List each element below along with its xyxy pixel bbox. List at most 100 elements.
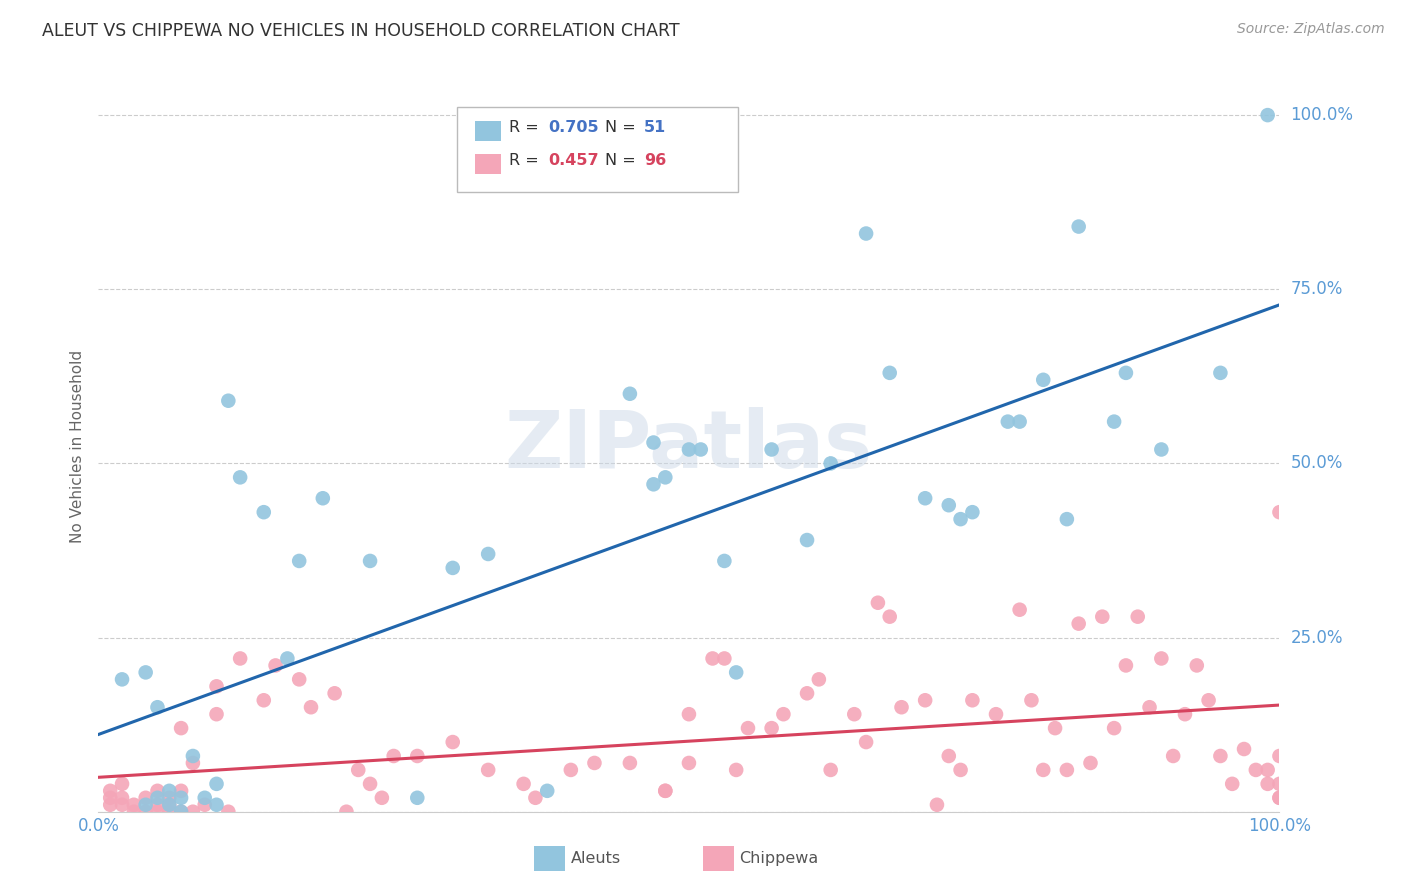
Point	[855, 227, 877, 241]
Point	[1244, 763, 1267, 777]
Point	[962, 693, 984, 707]
Point	[654, 470, 676, 484]
Point	[984, 707, 1007, 722]
Point	[170, 790, 193, 805]
Point	[689, 442, 711, 457]
Point	[288, 554, 311, 568]
Point	[122, 805, 145, 819]
Point	[1102, 415, 1125, 429]
Point	[122, 797, 145, 812]
Point	[643, 435, 665, 450]
Point	[1115, 366, 1137, 380]
Point	[654, 784, 676, 798]
Point	[560, 763, 582, 777]
Point	[1056, 512, 1078, 526]
Text: 96: 96	[644, 153, 666, 168]
Point	[1126, 609, 1149, 624]
Point	[98, 784, 121, 798]
Point	[914, 491, 936, 506]
Point	[111, 777, 134, 791]
Point	[157, 797, 180, 812]
Point	[713, 554, 735, 568]
Point	[1139, 700, 1161, 714]
Point	[855, 735, 877, 749]
Point	[264, 658, 287, 673]
Point	[181, 749, 204, 764]
Point	[111, 797, 134, 812]
Point	[1220, 777, 1243, 791]
Text: ZIPatlas: ZIPatlas	[505, 407, 873, 485]
Point	[181, 805, 204, 819]
Point	[1257, 777, 1279, 791]
Point	[1161, 749, 1184, 764]
Point	[371, 790, 394, 805]
Text: R =: R =	[509, 120, 544, 135]
Point	[312, 491, 335, 506]
Point	[1032, 763, 1054, 777]
Point	[157, 805, 180, 819]
Point	[938, 498, 960, 512]
Point	[512, 777, 534, 791]
Point	[1257, 763, 1279, 777]
Point	[1102, 721, 1125, 735]
Point	[713, 651, 735, 665]
Point	[441, 561, 464, 575]
Point	[1056, 763, 1078, 777]
Point	[1067, 616, 1090, 631]
Point	[1268, 749, 1291, 764]
Point	[253, 505, 276, 519]
Point	[170, 721, 193, 735]
Point	[1257, 108, 1279, 122]
Point	[938, 749, 960, 764]
Point	[135, 790, 157, 805]
Text: N =: N =	[605, 153, 641, 168]
Point	[524, 790, 547, 805]
Point	[536, 784, 558, 798]
Point	[1091, 609, 1114, 624]
Point	[299, 700, 322, 714]
Text: N =: N =	[605, 120, 641, 135]
Point	[1185, 658, 1208, 673]
Point	[583, 756, 606, 770]
Point	[253, 693, 276, 707]
Point	[820, 763, 842, 777]
Point	[111, 673, 134, 687]
Point	[1268, 790, 1291, 805]
Point	[170, 805, 193, 819]
Point	[157, 797, 180, 812]
Point	[229, 651, 252, 665]
Point	[217, 393, 239, 408]
Text: Aleuts: Aleuts	[571, 851, 621, 865]
Point	[205, 777, 228, 791]
Text: 0.705: 0.705	[548, 120, 599, 135]
Point	[347, 763, 370, 777]
Point	[382, 749, 405, 764]
Point	[725, 763, 748, 777]
Point	[1233, 742, 1256, 756]
Y-axis label: No Vehicles in Household: No Vehicles in Household	[70, 350, 86, 542]
Point	[879, 366, 901, 380]
Point	[194, 790, 217, 805]
Point	[1150, 442, 1173, 457]
Point	[146, 784, 169, 798]
Point	[98, 797, 121, 812]
Point	[761, 721, 783, 735]
Point	[157, 784, 180, 798]
Text: 75.0%: 75.0%	[1291, 280, 1343, 298]
Point	[135, 805, 157, 819]
Point	[654, 784, 676, 798]
Point	[1268, 505, 1291, 519]
Point	[323, 686, 346, 700]
Point	[229, 470, 252, 484]
Point	[217, 805, 239, 819]
Point	[441, 735, 464, 749]
Point	[807, 673, 830, 687]
Point	[678, 756, 700, 770]
Point	[1115, 658, 1137, 673]
Point	[962, 505, 984, 519]
Point	[1174, 707, 1197, 722]
Point	[914, 693, 936, 707]
Point	[181, 756, 204, 770]
Text: 0.457: 0.457	[548, 153, 599, 168]
Point	[678, 707, 700, 722]
